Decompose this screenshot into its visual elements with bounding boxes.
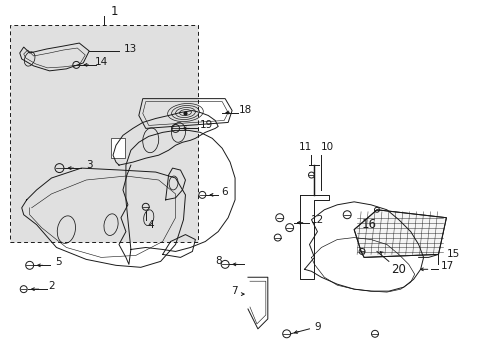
Text: 5: 5 xyxy=(55,257,61,267)
Text: 13: 13 xyxy=(124,44,137,54)
Text: 19: 19 xyxy=(199,121,212,130)
Text: 4: 4 xyxy=(147,220,154,230)
Text: 15: 15 xyxy=(446,249,459,260)
Text: 2: 2 xyxy=(48,281,55,291)
Text: 8: 8 xyxy=(214,256,221,266)
Text: 11: 11 xyxy=(298,142,311,152)
Bar xyxy=(10,25,198,242)
Text: 1: 1 xyxy=(110,5,118,18)
Text: 12: 12 xyxy=(310,215,324,225)
Polygon shape xyxy=(353,210,446,257)
Text: 3: 3 xyxy=(86,160,92,170)
Text: 14: 14 xyxy=(94,57,107,67)
Text: 20: 20 xyxy=(390,263,406,276)
Text: 6: 6 xyxy=(221,187,227,197)
Text: 9: 9 xyxy=(313,322,320,332)
Text: 18: 18 xyxy=(238,104,251,114)
Text: 7: 7 xyxy=(230,286,237,296)
Bar xyxy=(111,138,124,158)
Text: 16: 16 xyxy=(361,218,376,231)
Text: 17: 17 xyxy=(440,261,453,271)
Text: 10: 10 xyxy=(320,142,333,152)
